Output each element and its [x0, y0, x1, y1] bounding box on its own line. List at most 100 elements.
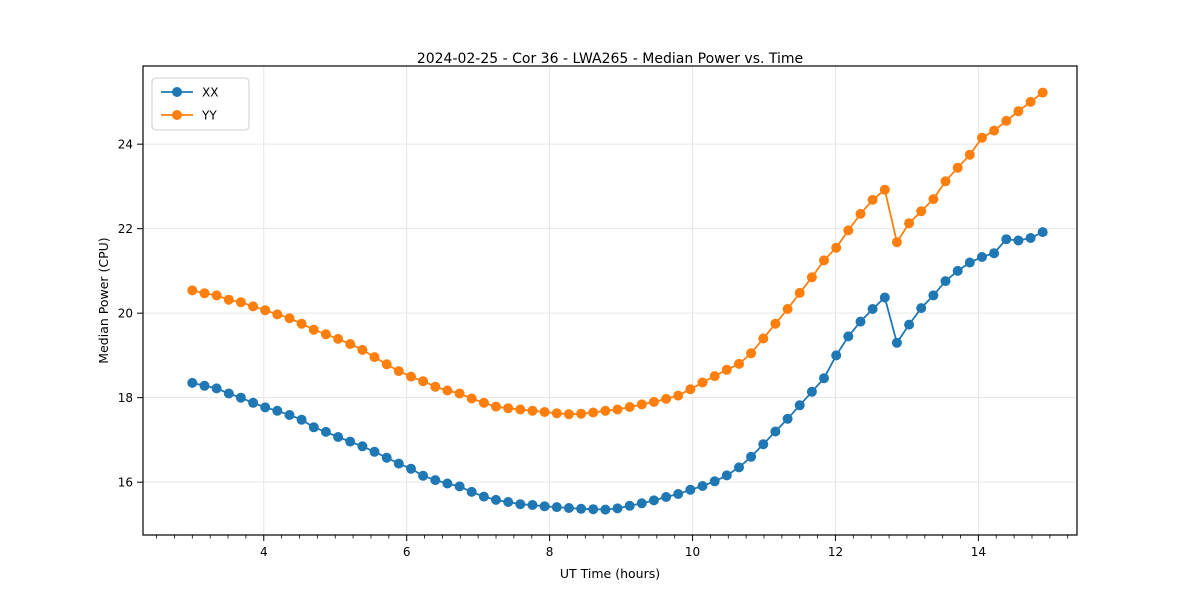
- series-YY-marker: [758, 333, 769, 344]
- series-YY-marker: [235, 297, 246, 308]
- legend-marker-sample: [172, 110, 182, 120]
- series-XX-marker: [916, 303, 927, 314]
- series-YY-marker: [891, 237, 902, 248]
- series-XX-marker: [308, 422, 319, 433]
- series-YY-marker: [904, 218, 915, 229]
- series-XX-marker: [636, 498, 647, 509]
- series-XX-marker: [770, 426, 781, 437]
- series-YY-marker: [952, 162, 963, 173]
- series-XX-marker: [1001, 234, 1012, 245]
- series-XX-marker: [406, 463, 416, 474]
- series-XX-marker: [928, 290, 939, 301]
- series-YY-marker: [333, 333, 344, 344]
- series-XX-marker: [794, 400, 805, 411]
- series-XX-marker: [442, 478, 453, 489]
- series-XX-marker: [746, 451, 757, 462]
- series-XX-marker: [345, 436, 356, 447]
- x-tick-label: 4: [260, 545, 268, 559]
- series-XX-marker: [612, 503, 623, 514]
- series-YY-marker: [685, 384, 696, 395]
- series-XX-marker: [223, 388, 234, 399]
- series-YY-marker: [369, 352, 380, 363]
- series-XX-marker: [685, 484, 696, 495]
- x-tick-label: 14: [971, 545, 986, 559]
- series-XX-marker: [843, 331, 854, 342]
- series-YY-marker: [819, 255, 829, 266]
- series-XX-marker: [563, 503, 574, 513]
- series-YY-marker: [515, 404, 526, 415]
- series-XX-marker: [697, 481, 708, 491]
- series-YY-marker: [393, 366, 404, 377]
- series-XX-marker: [989, 248, 1000, 259]
- series-XX-marker: [1025, 233, 1036, 243]
- series-XX-marker: [952, 265, 963, 276]
- series-YY-marker: [308, 324, 319, 335]
- series-XX-marker: [709, 476, 720, 487]
- series-XX-marker: [673, 489, 684, 499]
- series-YY-line: [192, 91, 1044, 416]
- series-YY-marker: [1025, 96, 1036, 107]
- series-YY-marker: [454, 388, 465, 399]
- series-YY-marker: [357, 344, 368, 355]
- series-YY-marker: [636, 399, 647, 410]
- series-XX-marker: [478, 491, 489, 502]
- series-YY-marker: [296, 318, 307, 329]
- y-tick-label: 22: [118, 222, 133, 236]
- series-YY-marker: [977, 132, 987, 143]
- series-XX-marker: [891, 337, 902, 348]
- series-XX-marker: [806, 386, 817, 397]
- series-YY-marker: [709, 371, 720, 382]
- series-XX-marker: [418, 470, 429, 481]
- series-YY-marker: [928, 194, 939, 205]
- series-XX-marker: [357, 441, 368, 452]
- y-tick-label: 18: [118, 391, 133, 405]
- series-YY-marker: [794, 287, 805, 298]
- y-axis-label: Median Power (CPU): [96, 237, 111, 363]
- series-YY-marker: [867, 194, 878, 205]
- series-XX-marker: [648, 495, 659, 506]
- series-XX-marker: [734, 462, 744, 473]
- y-tick-label: 20: [118, 307, 133, 321]
- series-XX-marker: [661, 492, 672, 502]
- series-YY-marker: [1001, 115, 1012, 126]
- series-XX-marker: [272, 405, 283, 416]
- series-XX-marker: [430, 475, 441, 486]
- series-YY-marker: [746, 348, 757, 359]
- series-YY-marker: [187, 285, 198, 296]
- series-XX-marker: [211, 383, 222, 394]
- series-YY-marker: [612, 404, 623, 415]
- series-YY-marker: [345, 339, 356, 349]
- plot-spines: [142, 65, 1078, 536]
- series-XX-marker: [551, 502, 562, 513]
- series-YY-marker: [831, 242, 842, 253]
- series-XX-marker: [588, 504, 599, 515]
- series-YY-marker: [284, 313, 295, 324]
- series-YY-marker: [576, 408, 587, 419]
- series-XX-marker: [904, 319, 915, 330]
- grid-layer: [143, 66, 1077, 535]
- series-XX-marker: [381, 452, 392, 463]
- series-XX-marker: [527, 500, 538, 510]
- series-XX-marker: [721, 470, 732, 481]
- series-YY-marker: [466, 393, 477, 404]
- x-tick-label: 10: [685, 545, 700, 559]
- series-YY-marker: [527, 405, 538, 416]
- series-XX-marker: [515, 499, 526, 510]
- series-YY-marker: [211, 290, 222, 301]
- series-YY-marker: [734, 358, 744, 369]
- series-YY-marker: [661, 393, 672, 404]
- series-XX-line: [192, 231, 1044, 511]
- series-XX-marker: [199, 380, 210, 391]
- axes-layer: 4 6 8 10 12 14 16 18 20 22 24: [118, 65, 1078, 559]
- series-XX-marker: [466, 486, 477, 497]
- series-YY-marker: [1037, 87, 1048, 98]
- series-XX-marker: [576, 503, 587, 514]
- series-YY-marker: [260, 305, 271, 316]
- series-YY-marker: [940, 176, 951, 187]
- series-XX-marker: [333, 432, 344, 442]
- series-YY-marker: [916, 206, 927, 217]
- series-YY-marker: [964, 149, 975, 160]
- series-YY-marker: [673, 390, 684, 401]
